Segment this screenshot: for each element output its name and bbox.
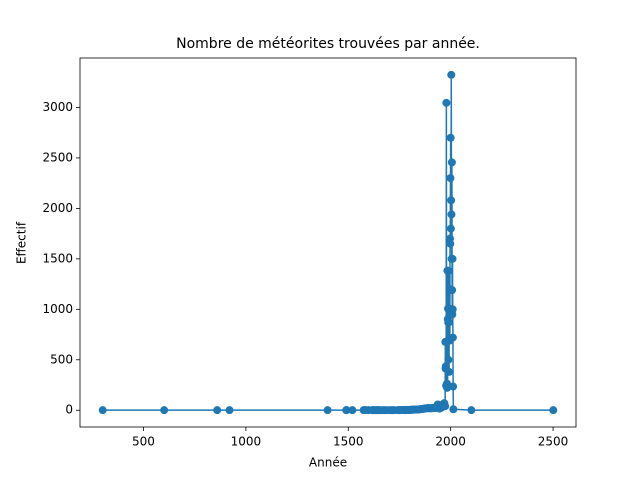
point bbox=[342, 406, 351, 415]
plot-area bbox=[98, 70, 558, 415]
chart-title: Nombre de météorites trouvées par année. bbox=[176, 36, 480, 52]
point bbox=[467, 406, 476, 415]
y-tick-label: 1000 bbox=[42, 302, 73, 316]
point bbox=[348, 406, 357, 415]
point bbox=[447, 70, 456, 79]
point bbox=[444, 355, 453, 364]
point bbox=[447, 158, 456, 167]
point bbox=[441, 402, 450, 411]
point bbox=[160, 406, 169, 415]
point bbox=[448, 305, 457, 314]
point bbox=[446, 174, 455, 183]
point bbox=[442, 98, 451, 107]
y-tick-label: 1500 bbox=[42, 251, 73, 265]
x-axis-label: Année bbox=[309, 456, 347, 470]
point bbox=[449, 382, 458, 391]
x-tick-label: 1500 bbox=[333, 435, 364, 449]
point bbox=[98, 406, 107, 415]
x-tick-label: 2000 bbox=[435, 435, 466, 449]
point bbox=[448, 254, 457, 263]
point bbox=[443, 382, 452, 391]
x-tick-label: 1000 bbox=[231, 435, 262, 449]
y-tick-label: 3000 bbox=[42, 100, 73, 114]
point bbox=[323, 406, 332, 415]
y-tick-label: 500 bbox=[50, 352, 73, 366]
point bbox=[448, 333, 457, 342]
y-tick-label: 0 bbox=[65, 403, 73, 417]
y-axis-label: Effectif bbox=[15, 221, 29, 264]
point bbox=[444, 318, 453, 327]
point bbox=[446, 224, 455, 233]
point bbox=[447, 210, 456, 219]
point bbox=[213, 406, 222, 415]
point bbox=[225, 406, 234, 415]
point bbox=[444, 266, 453, 275]
point bbox=[446, 133, 455, 142]
point bbox=[447, 196, 456, 205]
x-tick-label: 2500 bbox=[538, 435, 569, 449]
point bbox=[445, 367, 454, 376]
point bbox=[448, 286, 457, 295]
x-tick-label: 500 bbox=[132, 435, 155, 449]
y-tick-label: 2000 bbox=[42, 201, 73, 215]
y-tick-label: 2500 bbox=[42, 150, 73, 164]
point bbox=[549, 406, 558, 415]
point bbox=[446, 239, 455, 248]
axes-frame bbox=[79, 57, 577, 428]
point bbox=[449, 405, 458, 414]
